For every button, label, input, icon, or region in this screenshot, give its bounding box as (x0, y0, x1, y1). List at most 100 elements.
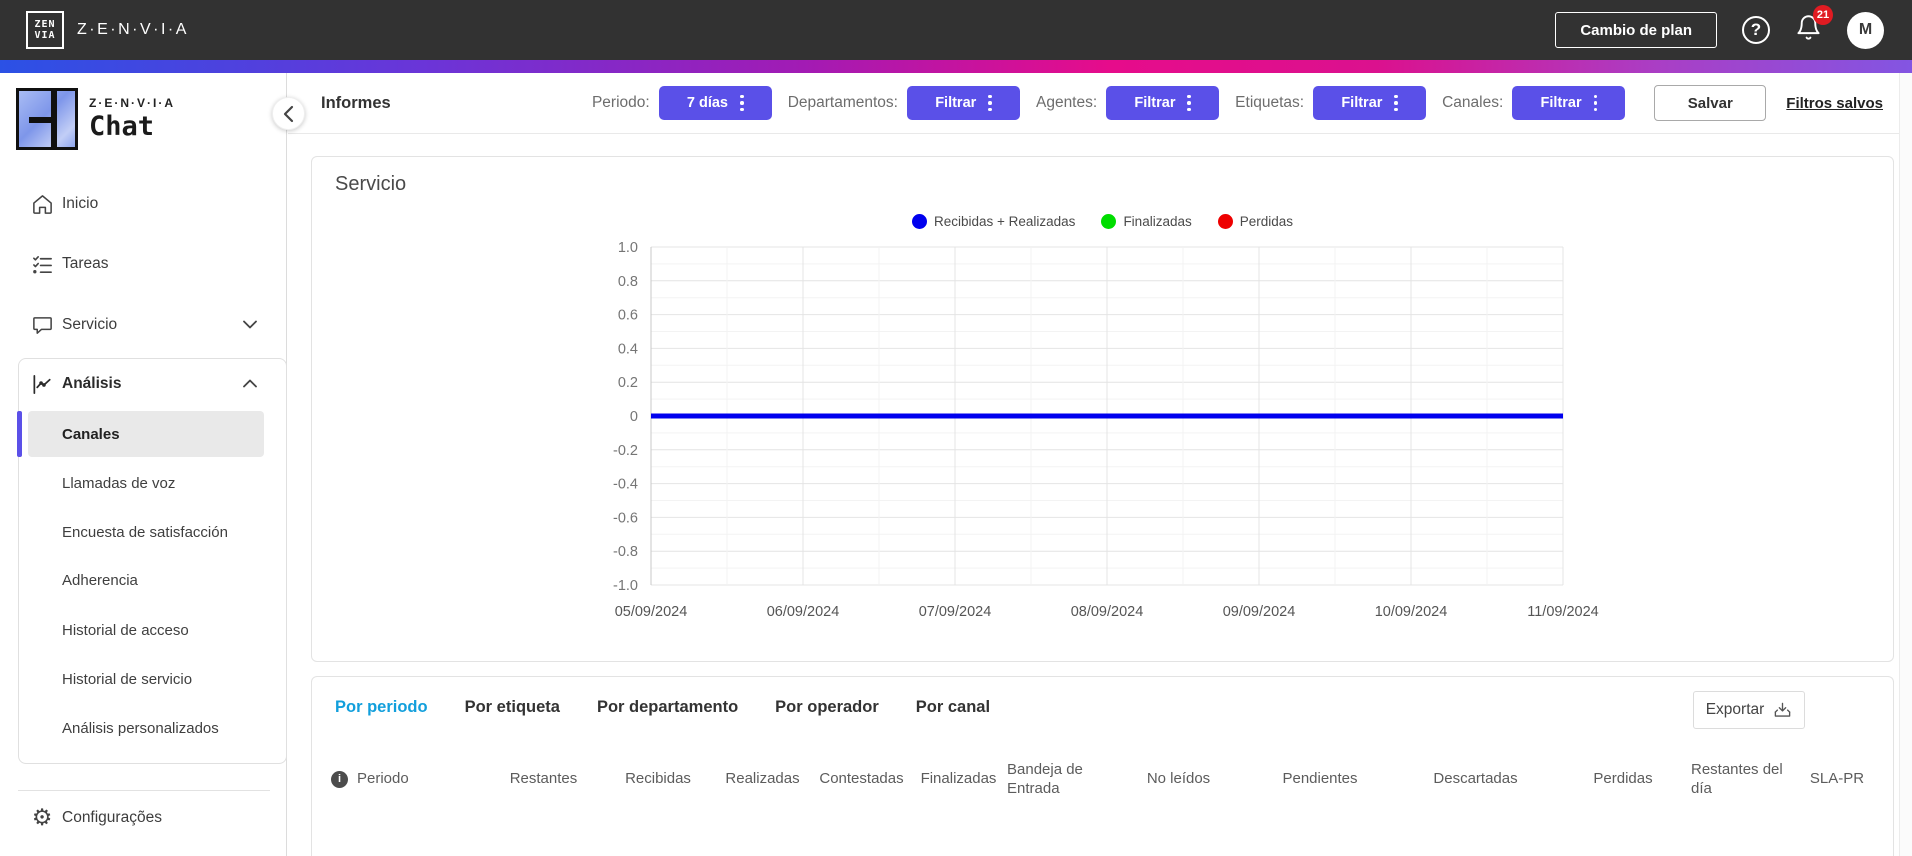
chart-card-title: Servicio (335, 173, 407, 195)
filter-group: Departamentos: Filtrar (788, 86, 1020, 120)
topbar-actions: Cambio de plan ? 21 M (1555, 5, 1884, 49)
notifications-button[interactable]: 21 (1795, 5, 1833, 46)
svg-text:08/09/2024: 08/09/2024 (1071, 604, 1144, 620)
help-icon[interactable]: ? (1742, 16, 1770, 44)
filter-label: Agentes: (1035, 94, 1098, 111)
selected-item-indicator (17, 411, 22, 457)
sidebar-subitem-an-lisis-personalizados[interactable]: Análisis personalizados (62, 719, 219, 737)
sidebar-subitem-llamadas-de-voz[interactable]: Llamadas de voz (62, 474, 176, 492)
sidebar-item-servicio[interactable]: Servicio (0, 305, 287, 345)
column-header-restantes-del-d-a: Restantes del día (1691, 761, 1783, 797)
column-header-realizadas: Realizadas (725, 770, 800, 788)
svg-text:06/09/2024: 06/09/2024 (767, 604, 840, 620)
legend-item[interactable]: Recibidas + Realizadas (911, 214, 1076, 229)
chart-legend: Recibidas + Realizadas Finalizadas Perdida… (312, 214, 1893, 229)
kebab-menu-icon (988, 94, 992, 112)
tab-por-periodo[interactable]: Por periodo (335, 698, 428, 716)
sidebar-subitem-historial-de-acceso[interactable]: Historial de acceso (62, 621, 189, 639)
topbar: ZEN VIA Z·E·N·V·I·A Cambio de plan ? 21 … (0, 0, 1912, 60)
tab-por-operador[interactable]: Por operador (775, 698, 879, 716)
download-icon (1774, 702, 1791, 717)
filter-label: Canales: (1442, 94, 1504, 111)
column-header-restantes: Restantes (509, 770, 578, 788)
column-header-finalizadas: Finalizadas (920, 770, 997, 788)
collapse-sidebar-button[interactable] (272, 97, 305, 130)
sidebar-item-label: Inicio (62, 195, 99, 212)
kebab-menu-icon (740, 94, 744, 112)
column-header-periodo: i Periodo (331, 770, 483, 789)
column-header-contestadas: Contestadas (819, 770, 904, 788)
filter-button[interactable]: 7 días (658, 86, 772, 120)
sidebar-item-label: Análisis (62, 375, 122, 392)
column-header-perdidas: Perdidas (1593, 770, 1653, 788)
svg-text:-0.4: -0.4 (613, 477, 638, 493)
gear-icon: ⚙ (31, 804, 53, 831)
sidebar-item-inicio[interactable]: Inicio (0, 184, 287, 224)
tab-por-etiqueta[interactable]: Por etiqueta (464, 698, 560, 716)
sidebar-subitem-canales[interactable]: Canales (28, 411, 264, 457)
sidebar-divider (18, 790, 270, 791)
svg-text:0.2: 0.2 (618, 375, 638, 391)
legend-item[interactable]: Finalizadas (1101, 214, 1192, 229)
sidebar-subitem-encuesta-de-satisfacci-n[interactable]: Encuesta de satisfacción (62, 523, 228, 541)
filter-button[interactable]: Filtrar (1313, 86, 1427, 120)
column-header-descartadas: Descartadas (1433, 770, 1518, 788)
tab-por-departamento[interactable]: Por departamento (596, 698, 739, 716)
svg-text:09/09/2024: 09/09/2024 (1223, 604, 1296, 620)
sidebar-item-label: Servicio (62, 316, 118, 333)
chevron-up-icon (243, 375, 257, 393)
kebab-menu-icon (1394, 94, 1398, 112)
analysis-section-box (18, 358, 287, 764)
report-header: Informes Periodo: 7 días Departamentos: Fil… (288, 73, 1912, 134)
legend-item[interactable]: Perdidas (1217, 214, 1293, 229)
analytics-icon (30, 372, 54, 396)
save-filters-button[interactable]: Salvar (1654, 85, 1767, 121)
legend-dot (1217, 214, 1233, 229)
report-tabs: Por periodo Por etiqueta Por departamento P… (335, 698, 990, 717)
legend-label: Recibidas + Realizadas (933, 214, 1076, 229)
zenvia-chat-logo: Z·E·N·V·I·A Chat (16, 88, 175, 150)
svg-text:1.0: 1.0 (618, 240, 638, 256)
tasks-icon (30, 252, 54, 276)
tab-por-canal[interactable]: Por canal (915, 698, 991, 716)
filter-button-label: Filtrar (935, 95, 977, 111)
change-plan-button[interactable]: Cambio de plan (1555, 12, 1717, 48)
sidebar-item-configuracoes[interactable]: ⚙ Configurações (0, 798, 287, 838)
sidebar-subitem-adherencia[interactable]: Adherencia (62, 571, 138, 589)
svg-text:10/09/2024: 10/09/2024 (1375, 604, 1448, 620)
filter-button-label: Filtrar (1134, 95, 1176, 111)
svg-text:11/09/2024: 11/09/2024 (1527, 604, 1599, 620)
service-chart-card: Servicio Recibidas + Realizadas Finalizad… (311, 156, 1894, 662)
filter-group: Canales: Filtrar (1442, 86, 1626, 120)
column-header-no-le-dos: No leídos (1146, 770, 1211, 788)
svg-text:0.4: 0.4 (618, 341, 638, 357)
filter-button-label: 7 días (686, 95, 728, 111)
sidebar-subitem-historial-de-servicio[interactable]: Historial de servicio (62, 670, 193, 688)
logo-line2: VIA (34, 30, 56, 41)
filter-button[interactable]: Filtrar (1106, 86, 1220, 120)
export-button[interactable]: Exportar (1693, 691, 1805, 729)
info-icon[interactable]: i (331, 771, 348, 789)
filter-group: Etiquetas: Filtrar (1235, 86, 1427, 120)
table-header-row: i Periodo Restantes Recibidas Realizadas Cont… (331, 761, 1881, 799)
notification-badge: 21 (1813, 5, 1833, 25)
chevron-left-icon (283, 105, 293, 122)
filter-button[interactable]: Filtrar (1512, 86, 1626, 120)
legend-label: Finalizadas (1123, 214, 1192, 229)
scrollbar[interactable] (1899, 73, 1912, 856)
sidebar-item-tareas[interactable]: Tareas (0, 244, 287, 284)
filter-button[interactable]: Filtrar (906, 86, 1020, 120)
logo-line1: ZEN (34, 18, 56, 30)
column-header-label: Periodo (357, 770, 409, 788)
svg-text:-1.0: -1.0 (613, 578, 638, 594)
filter-button-label: Filtrar (1540, 95, 1582, 111)
sidebar-item-analisis[interactable]: Análisis (0, 364, 287, 404)
filter-group: Periodo: 7 días (592, 86, 772, 120)
avatar[interactable]: M (1847, 11, 1884, 49)
home-icon (30, 192, 54, 216)
saved-filters-link[interactable]: Filtros salvos (1786, 94, 1883, 112)
filter-group: Agentes: Filtrar (1035, 86, 1220, 120)
svg-text:0: 0 (630, 409, 638, 425)
chat-logo-product: Chat (89, 111, 155, 142)
chat-logo-brand: Z·E·N·V·I·A (89, 96, 175, 110)
